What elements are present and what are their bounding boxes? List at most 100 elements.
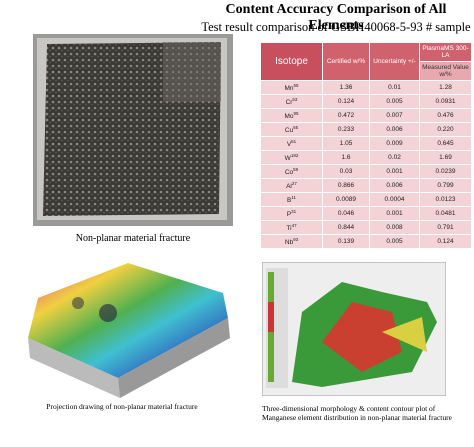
value-cell: 0.139 <box>322 234 370 249</box>
table-row: Nb93 0.139 0.005 0.124 <box>260 234 472 249</box>
value-cell: 0.124 <box>419 234 472 249</box>
header-cell: PlasmaMS 300-LA <box>419 42 472 62</box>
isotope-cell: Cr53 <box>260 94 323 109</box>
mass-number: 51 <box>291 138 297 144</box>
value-cell: 0.476 <box>419 108 472 123</box>
isotope-cell: Cu65 <box>260 122 323 137</box>
element: Mo <box>284 113 294 121</box>
header-cell: Isotope <box>260 42 323 81</box>
value-cell: 0.03 <box>322 164 370 179</box>
element: P <box>286 211 292 219</box>
value-cell: 0.009 <box>369 136 420 151</box>
fracture-photo <box>33 34 233 226</box>
mass-number: 65 <box>293 124 299 130</box>
header-cell: Uncertainty +/- <box>369 42 420 81</box>
value-cell: 1.28 <box>419 80 472 95</box>
mass-number: 31 <box>291 208 297 214</box>
mass-number: 11 <box>291 194 296 200</box>
element: Mn <box>284 85 294 93</box>
element: Cu <box>284 127 294 135</box>
isotope-cell: Mo95 <box>260 108 323 123</box>
mass-number: 95 <box>293 110 299 116</box>
mass-number: 53 <box>292 96 298 102</box>
isotope-cell: Mn55 <box>260 80 323 95</box>
value-cell: 0.0931 <box>419 94 472 109</box>
value-cell: 0.02 <box>369 150 420 165</box>
value-cell: 0.01 <box>369 80 420 95</box>
table-row: Mn55 1.36 0.01 1.28 <box>260 80 472 95</box>
caption: Non-planar material fracture <box>75 233 191 244</box>
results-table: Isotope Certified w/% Uncertainty +/- Pl… <box>260 42 472 249</box>
mass-number: 182 <box>290 152 299 158</box>
table-row: P31 0.046 0.001 0.0481 <box>260 206 472 221</box>
value-cell: 0.006 <box>369 122 420 137</box>
element: W <box>284 155 291 163</box>
isotope-cell: Al27 <box>260 178 323 193</box>
table-row: Cu65 0.233 0.006 0.220 <box>260 122 472 137</box>
value-cell: 0.0481 <box>419 206 472 221</box>
table-row: Ti47 0.844 0.008 0.791 <box>260 220 472 235</box>
isotope-cell: P31 <box>260 206 323 221</box>
surface-plot <box>28 263 230 398</box>
value-cell: 0.001 <box>369 164 420 179</box>
value-cell: 1.69 <box>419 150 472 165</box>
mass-number: 59 <box>293 166 299 172</box>
table-row: V51 1.05 0.009 0.645 <box>260 136 472 151</box>
contour-plot <box>262 262 446 396</box>
header-cell: Measured Value w/% <box>419 61 472 81</box>
mass-number: 55 <box>293 82 299 88</box>
value-cell: 0.124 <box>322 94 370 109</box>
value-cell: 0.0089 <box>322 192 370 207</box>
value-cell: 0.844 <box>322 220 370 235</box>
value-cell: 0.472 <box>322 108 370 123</box>
value-cell: 0.233 <box>322 122 370 137</box>
table-body: Mn55 1.36 0.01 1.28 Cr53 0.124 0.005 0.0931 Mo95… <box>260 80 472 249</box>
value-cell: 0.005 <box>369 94 420 109</box>
header-cell: Certified w/% <box>322 42 370 81</box>
element: Nb <box>284 239 294 247</box>
element: Ti <box>286 225 292 233</box>
table-row: Cr53 0.124 0.005 0.0931 <box>260 94 472 109</box>
table-row: B11 0.0089 0.0004 0.0123 <box>260 192 472 207</box>
value-cell: 0.0123 <box>419 192 472 207</box>
table-row: Mo95 0.472 0.007 0.476 <box>260 108 472 123</box>
isotope-cell: Ti47 <box>260 220 323 235</box>
value-cell: 0.866 <box>322 178 370 193</box>
value-cell: 0.220 <box>419 122 472 137</box>
element: Al <box>286 183 292 191</box>
isotope-cell: Nb93 <box>260 234 323 249</box>
value-cell: 0.791 <box>419 220 472 235</box>
value-cell: 0.0004 <box>369 192 420 207</box>
value-cell: 0.007 <box>369 108 420 123</box>
table-row: Co59 0.03 0.001 0.0239 <box>260 164 472 179</box>
value-cell: 0.008 <box>369 220 420 235</box>
value-cell: 1.36 <box>322 80 370 95</box>
table-row: W182 1.6 0.02 1.69 <box>260 150 472 165</box>
value-cell: 0.005 <box>369 234 420 249</box>
value-cell: 1.6 <box>322 150 370 165</box>
isotope-cell: Co59 <box>260 164 323 179</box>
value-cell: 0.046 <box>322 206 370 221</box>
value-cell: 1.05 <box>322 136 370 151</box>
element: Cr <box>285 99 293 107</box>
mass-number: 93 <box>293 236 299 242</box>
value-cell: 0.006 <box>369 178 420 193</box>
isotope-cell: V51 <box>260 136 323 151</box>
value-cell: 0.645 <box>419 136 472 151</box>
caption: Projection drawing of non-planar materia… <box>46 402 198 411</box>
caption: Three-dimensional morphology & content c… <box>262 404 452 422</box>
mass-number: 27 <box>291 180 297 186</box>
isotope-cell: W182 <box>260 150 323 165</box>
value-cell: 0.0239 <box>419 164 472 179</box>
isotope-cell: B11 <box>260 192 323 207</box>
element: Co <box>284 169 294 177</box>
mass-number: 47 <box>291 222 297 228</box>
table-row: Al27 0.866 0.006 0.799 <box>260 178 472 193</box>
title: Content Accuracy Comparison of All Eleme… <box>225 2 447 33</box>
value-cell: 0.001 <box>369 206 420 221</box>
value-cell: 0.799 <box>419 178 472 193</box>
element: V <box>286 141 292 149</box>
subtitle: Test result comparison of GSBH40068-5-93… <box>201 20 471 34</box>
element: B <box>286 197 292 205</box>
